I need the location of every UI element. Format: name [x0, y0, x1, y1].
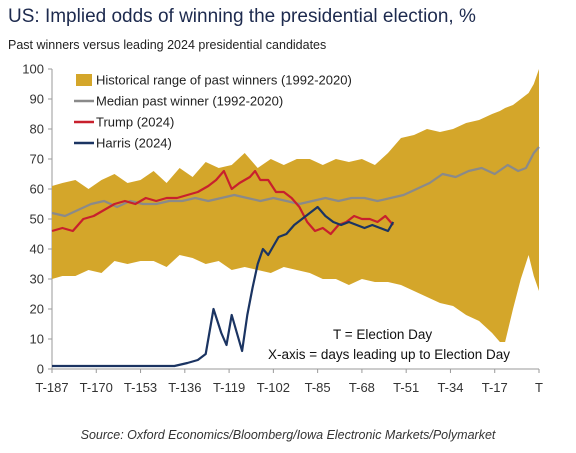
x-tick-label: T-34 — [437, 380, 463, 395]
y-tick-label: 60 — [30, 182, 44, 197]
legend-label: Harris (2024) — [96, 136, 172, 151]
legend: Historical range of past winners (1992-2… — [74, 73, 352, 151]
y-tick-label: 80 — [30, 122, 44, 137]
series-harris-2024-line — [52, 205, 395, 368]
legend-label: Trump (2024) — [96, 115, 174, 130]
notes: T = Election Day X-axis = days leading up… — [268, 327, 510, 362]
y-tick-label: 100 — [22, 62, 44, 77]
source-note: Source: Oxford Economics/Bloomberg/Iowa … — [80, 428, 496, 442]
x-tick-label: T-85 — [305, 380, 331, 395]
y-tick-label: 10 — [30, 332, 44, 347]
y-tick-label: 20 — [30, 302, 44, 317]
legend-swatch-range — [76, 74, 92, 86]
x-tick-label: T-136 — [168, 380, 201, 395]
y-tick-label: 90 — [30, 92, 44, 107]
note-x-axis: X-axis = days leading up to Election Day — [268, 347, 510, 362]
x-tick-label: T-187 — [35, 380, 68, 395]
x-tick-label: T-51 — [393, 380, 419, 395]
chart-subtitle: Past winners versus leading 2024 preside… — [8, 38, 327, 52]
plot-area — [51, 69, 540, 368]
y-tick-label: 40 — [30, 242, 44, 257]
x-tick-label: T-119 — [213, 380, 245, 395]
chart-title: US: Implied odds of winning the presiden… — [8, 6, 476, 27]
y-tick-label: 70 — [30, 152, 44, 167]
x-tick-label: T — [535, 380, 543, 395]
legend-label: Median past winner (1992-2020) — [96, 94, 283, 109]
note-election-day: T = Election Day — [333, 327, 432, 342]
x-tick-label: T-170 — [80, 380, 113, 395]
x-tick-label: T-17 — [482, 380, 508, 395]
y-tick-label: 50 — [30, 212, 44, 227]
x-tick-label: T-153 — [124, 380, 157, 395]
y-tick-label: 0 — [37, 362, 44, 377]
axes: 0 10 20 30 40 50 60 70 80 90 100 T-187 T-170 T-153 T-1… — [22, 62, 543, 396]
x-tick-label: T-102 — [257, 380, 290, 395]
x-tick-label: T-68 — [349, 380, 375, 395]
y-tick-label: 30 — [30, 272, 44, 287]
legend-label: Historical range of past winners (1992-2… — [96, 73, 352, 88]
series-historical-range-band — [52, 69, 539, 342]
